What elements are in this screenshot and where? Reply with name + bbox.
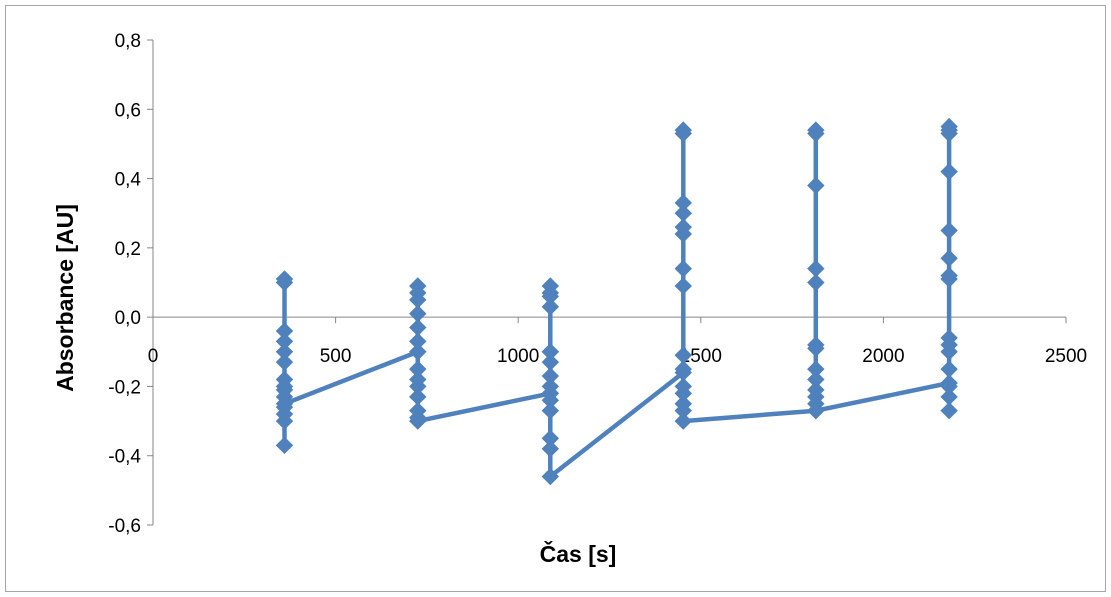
data-point-marker: [275, 436, 294, 455]
data-point-marker: [275, 395, 294, 413]
data-point-marker: [674, 412, 692, 430]
x-tick-label: 500: [320, 346, 352, 367]
data-point-marker: [674, 259, 692, 278]
data-point-marker: [541, 467, 560, 486]
axes: -0,6 -0,4 -0,2 0,0 0,2 0,4 0,6 0,8 0 500 1000 1500 2…: [108, 31, 1087, 537]
y-axis-title: Absorbance [AU]: [52, 204, 78, 392]
y-tick-label: 0,6: [115, 100, 141, 121]
y-tick-label: 0,4: [115, 170, 142, 191]
data-point-marker: [940, 162, 958, 181]
x-tick-label: 2000: [862, 346, 904, 367]
y-tick-label: -0,2: [108, 377, 141, 398]
data-point-marker: [541, 401, 560, 420]
data-point-marker: [275, 273, 294, 292]
x-tick-label: 0: [148, 346, 159, 367]
data-point-marker: [807, 176, 825, 195]
x-tick-label: 1500: [680, 346, 722, 367]
data-point-marker: [409, 343, 427, 361]
y-tick-label: -0,6: [108, 516, 141, 537]
data-point-marker: [940, 343, 958, 361]
x-tick-label: 2500: [1045, 346, 1087, 367]
data-point-marker: [940, 249, 958, 267]
data-point-marker: [674, 124, 692, 143]
data-point-marker: [275, 412, 294, 430]
data-point-marker: [674, 277, 692, 295]
y-tick-label: -0,4: [108, 447, 141, 468]
series-1: [275, 117, 958, 486]
data-point-marker: [940, 360, 958, 378]
data-point-marker: [807, 339, 825, 358]
data-point-marker: [541, 440, 560, 458]
data-point-marker: [275, 353, 294, 371]
y-tick-label: 0,0: [115, 308, 141, 329]
data-point-marker: [674, 360, 692, 378]
data-point-marker: [940, 221, 958, 240]
data-point-marker: [541, 298, 560, 316]
data-point-marker: [674, 225, 692, 243]
y-tick-label: 0,2: [115, 239, 141, 260]
data-point-marker: [807, 401, 825, 420]
data-point-marker: [807, 124, 825, 143]
data-point-marker: [940, 401, 958, 420]
y-tick-label: 0,8: [115, 31, 141, 52]
x-axis-title: Čas [s]: [540, 540, 617, 567]
data-point-marker: [807, 273, 825, 292]
x-tick-label: 1000: [497, 346, 539, 367]
data-point-marker: [940, 124, 958, 143]
data-point-marker: [409, 412, 427, 430]
data-point-marker: [940, 270, 958, 288]
